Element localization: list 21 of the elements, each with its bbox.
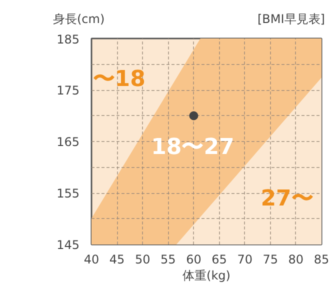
x-tick-label: 70 (237, 252, 252, 266)
y-tick-label: 155 (56, 186, 80, 200)
y-tick-label: 175 (56, 84, 80, 98)
x-axis-title: 体重(kg) (182, 268, 230, 282)
x-tick-label: 50 (134, 252, 150, 266)
annotation: 18〜27 (151, 135, 234, 160)
x-tick-label: 75 (262, 252, 278, 266)
annotation: 27〜 (260, 186, 314, 212)
y-tick-label: 165 (56, 135, 80, 149)
x-tick-label: 55 (160, 252, 176, 266)
x-tick-label: 40 (84, 252, 100, 266)
x-tick-label: 45 (109, 252, 125, 266)
annotation: 〜18 (92, 67, 146, 92)
y-tick-label: 185 (56, 32, 80, 46)
x-tick-label: 80 (288, 252, 304, 266)
x-tick-label: 65 (212, 252, 227, 266)
x-tick-label: 60 (186, 252, 202, 266)
chart-title: [BMI早見表] (258, 11, 325, 28)
y-axis-title: 身長(cm) (53, 11, 105, 28)
x-tick-label: 85 (314, 252, 330, 266)
y-tick-label: 145 (56, 238, 80, 252)
